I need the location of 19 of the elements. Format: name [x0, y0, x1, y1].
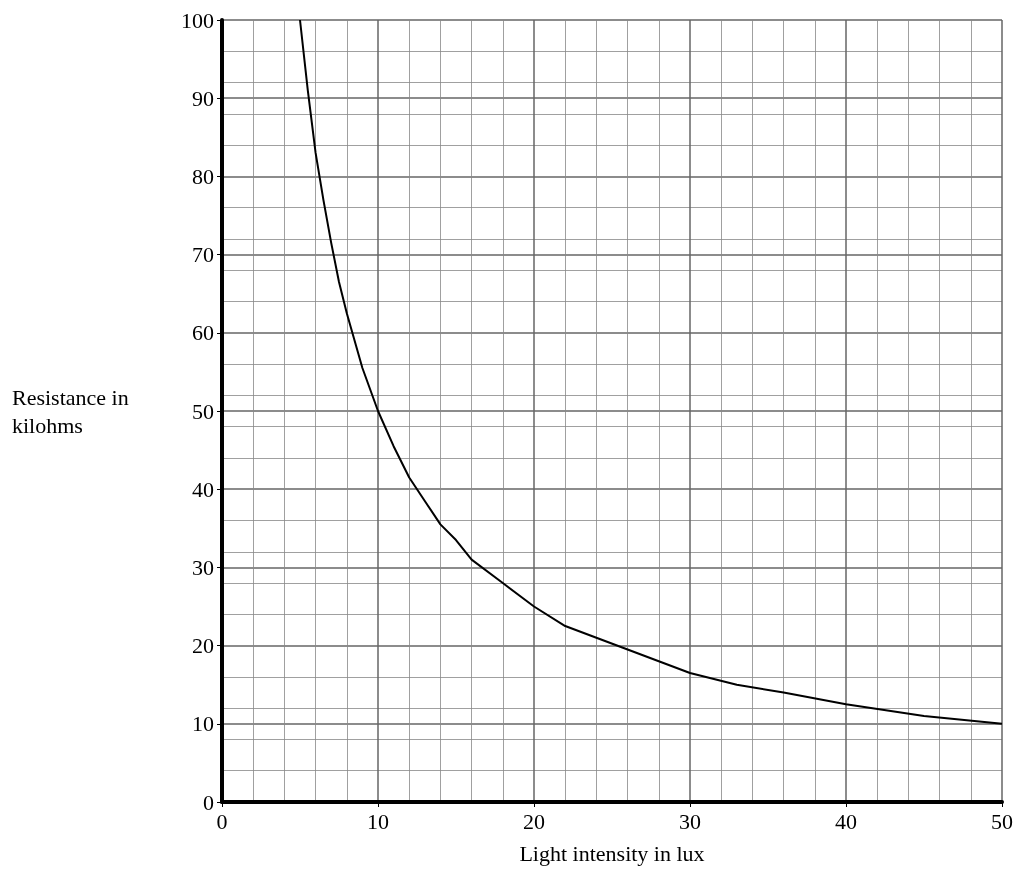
y-tick-label: 10: [192, 711, 214, 737]
x-tick-label: 50: [991, 808, 1013, 834]
x-axis-title: Light intensity in lux: [519, 840, 705, 866]
y-tick-label: 80: [192, 163, 214, 189]
y-tick-label: 100: [181, 7, 214, 33]
x-tick-label: 30: [679, 808, 701, 834]
line-series: [299, 19, 1003, 725]
y-axis-title: Resistance in kilohms: [12, 384, 135, 438]
x-tick-label: 40: [835, 808, 857, 834]
y-tick-label: 90: [192, 85, 214, 111]
y-tick-label: 0: [203, 789, 214, 815]
y-tick-label: 20: [192, 633, 214, 659]
y-tick-label: 70: [192, 242, 214, 268]
x-tick-label: 20: [523, 808, 545, 834]
x-tick-label: 10: [367, 808, 389, 834]
y-tick-label: 40: [192, 476, 214, 502]
y-tick-label: 30: [192, 554, 214, 580]
y-tick-label: 60: [192, 320, 214, 346]
y-tick-label: 50: [192, 398, 214, 424]
